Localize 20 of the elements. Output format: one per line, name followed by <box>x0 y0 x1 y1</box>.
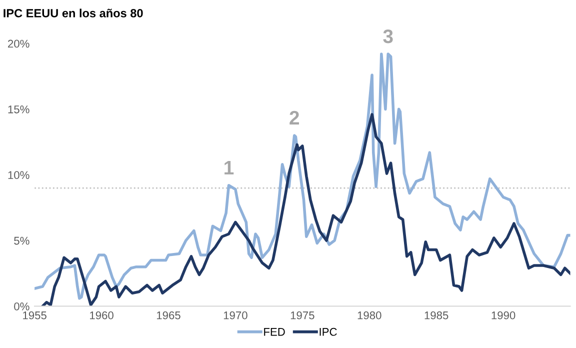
x-tick-label: 1965 <box>156 311 180 320</box>
line-series <box>34 52 570 300</box>
y-tick-label: 20% <box>8 40 30 48</box>
legend-label: IPC <box>320 328 337 336</box>
x-tick-label: 1960 <box>90 311 114 320</box>
x-tick-label: 1970 <box>224 311 248 320</box>
annotation: 3 <box>383 29 393 44</box>
annotation: 1 <box>224 161 234 174</box>
x-tick-label: 1955 <box>23 311 46 320</box>
x-tick-label: 1975 <box>290 311 314 320</box>
y-tick-label: 15% <box>8 106 30 114</box>
chart-title: IPC EEUU en los años 80 <box>4 8 143 18</box>
y-tick-label: 0% <box>14 302 30 310</box>
y-tick-label: 5% <box>14 236 30 245</box>
x-tick-label: 1980 <box>358 311 382 320</box>
legend-label: FED <box>264 328 285 336</box>
y-tick-label: 10% <box>8 171 30 180</box>
x-tick-label: 1990 <box>492 311 516 320</box>
x-tick-label: 1985 <box>424 311 448 320</box>
annotation: 2 <box>290 110 299 124</box>
